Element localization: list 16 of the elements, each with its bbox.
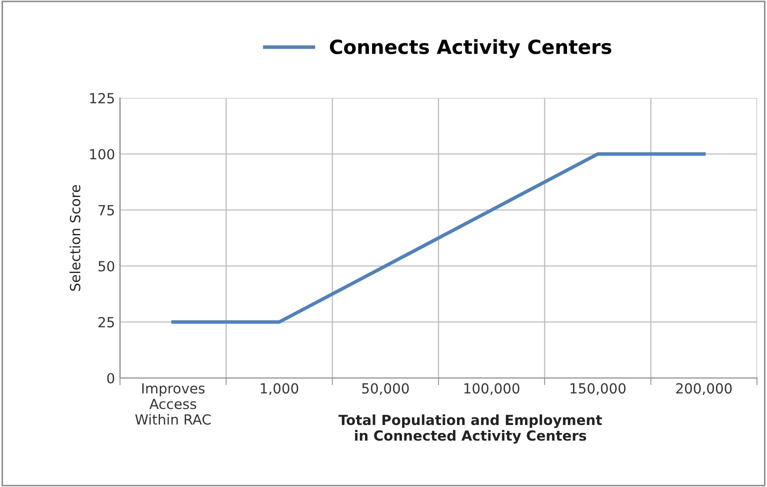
x-tick-label: 50,000 [362,383,409,396]
line-series [171,152,706,324]
x-tick-label: 150,000 [570,383,626,396]
x-tick-label: 1,000 [260,383,298,396]
y-tick-label: 100 [90,148,114,160]
x-tick-label: Improves Access Within RAC [135,383,211,425]
y-tick-label: 75 [98,205,114,216]
y-tick-label: 0 [107,372,114,384]
y-tick-label: 25 [98,316,114,328]
y-tick-label: 50 [98,260,114,272]
x-tick-label: 200,000 [676,383,732,396]
y-axis-title: Selection Score [70,185,80,291]
y-tick-label: 125 [90,92,114,104]
x-axis-title: Total Population and Employment in Connected Activity Centers [338,414,602,444]
legend-label: Connects Activity Centers [330,39,612,58]
x-tick-label: 100,000 [464,383,520,396]
